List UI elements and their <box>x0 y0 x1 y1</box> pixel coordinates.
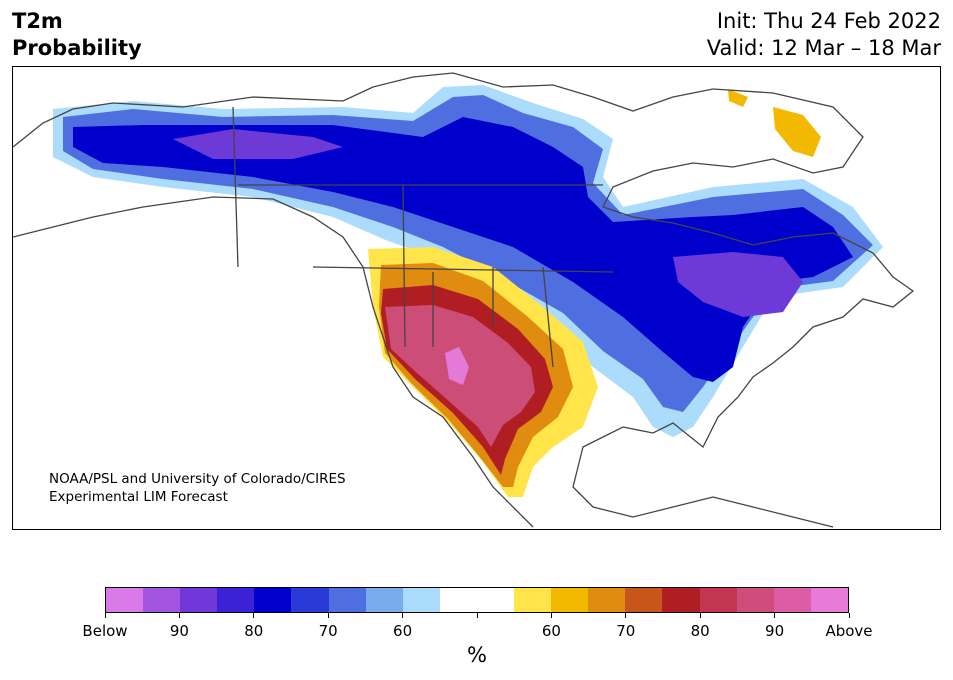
colorbar-segment <box>365 588 403 612</box>
colorbar <box>105 587 849 613</box>
colorbar-tick-label: Below <box>82 622 128 640</box>
colorbar-tick <box>476 613 478 618</box>
colorbar-segment <box>180 588 218 612</box>
colorbar-segment <box>810 588 848 612</box>
colorbar-tick-label: 80 <box>690 622 710 640</box>
colorbar-tick <box>848 613 850 618</box>
colorbar-segment <box>439 588 477 612</box>
colorbar-segment <box>551 588 589 612</box>
map-title: T2m Probability <box>12 9 142 60</box>
colorbar-segment <box>328 588 366 612</box>
colorbar-unit: % <box>467 643 487 667</box>
colorbar-tick-label: 60 <box>393 622 413 640</box>
coastlines <box>13 72 915 528</box>
forecast-map <box>12 66 941 530</box>
colorbar-segment <box>736 588 774 612</box>
colorbar-tick <box>253 613 255 618</box>
below-90-region <box>173 129 803 317</box>
colorbar-segment <box>514 588 552 612</box>
valid-period: Init: Thu 24 Feb 2022 Valid: 12 Mar – 18… <box>706 9 941 60</box>
colorbar-tick-label: 70 <box>616 622 636 640</box>
colorbar-segment <box>143 588 181 612</box>
colorbar-segment <box>217 588 255 612</box>
colorbar-tick-label: 70 <box>318 622 338 640</box>
colorbar-tick-label: 60 <box>541 622 561 640</box>
colorbar-segment <box>254 588 292 612</box>
colorbar-segment <box>291 588 329 612</box>
colorbar-tick-label: Above <box>825 622 873 640</box>
map-canvas <box>13 72 915 528</box>
credit-text: NOAA/PSL and University of Colorado/CIRE… <box>49 471 346 505</box>
colorbar-segment <box>106 588 144 612</box>
colorbar-segment <box>699 588 737 612</box>
below-80-region <box>73 117 853 382</box>
colorbar-tick <box>402 613 404 618</box>
colorbar-tick-label: 90 <box>765 622 785 640</box>
colorbar-tick-label: 90 <box>169 622 189 640</box>
colorbar-tick <box>625 613 627 618</box>
colorbar-tick <box>550 613 552 618</box>
colorbar-tick <box>774 613 776 618</box>
colorbar-tick <box>699 613 701 618</box>
colorbar-tick <box>327 613 329 618</box>
colorbar-tick-label: 80 <box>244 622 264 640</box>
above-ne-canada-region <box>728 89 821 157</box>
colorbar-tick <box>178 613 180 618</box>
above-peak-region <box>445 347 469 385</box>
colorbar-segment <box>625 588 663 612</box>
colorbar-segment <box>588 588 626 612</box>
colorbar-segment <box>773 588 811 612</box>
colorbar-tick <box>104 613 106 618</box>
colorbar-segment <box>662 588 700 612</box>
colorbar-segment <box>402 588 440 612</box>
colorbar-segment <box>476 588 515 612</box>
